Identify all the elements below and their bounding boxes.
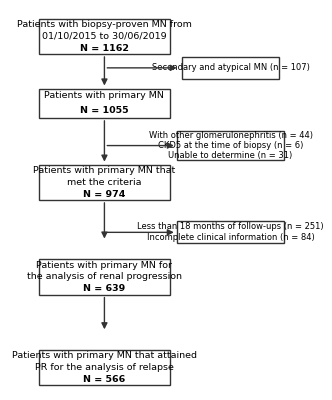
FancyBboxPatch shape (177, 131, 285, 160)
Text: Secondary and atypical MN (n = 107): Secondary and atypical MN (n = 107) (152, 63, 309, 72)
Text: the analysis of renal progression: the analysis of renal progression (27, 272, 182, 282)
Text: CKD5 at the time of biopsy (n = 6): CKD5 at the time of biopsy (n = 6) (158, 141, 303, 150)
FancyBboxPatch shape (39, 88, 170, 118)
Text: N = 1055: N = 1055 (80, 106, 129, 115)
Text: PR for the analysis of relapse: PR for the analysis of relapse (35, 363, 174, 372)
Text: Patients with biopsy-proven MN from: Patients with biopsy-proven MN from (17, 20, 192, 29)
Text: met the criteria: met the criteria (67, 178, 142, 187)
Text: 01/10/2015 to 30/06/2019: 01/10/2015 to 30/06/2019 (42, 32, 167, 41)
FancyBboxPatch shape (39, 350, 170, 385)
Text: Patients with primary MN that attained: Patients with primary MN that attained (12, 351, 197, 360)
Text: With other glomerulonephritis (n = 44): With other glomerulonephritis (n = 44) (148, 131, 312, 140)
Text: N = 1162: N = 1162 (80, 44, 129, 53)
Text: N = 566: N = 566 (83, 375, 125, 384)
FancyBboxPatch shape (39, 18, 170, 54)
Text: Patients with primary MN for: Patients with primary MN for (37, 260, 172, 270)
Text: Less than 18 months of follow-ups (n = 251): Less than 18 months of follow-ups (n = 2… (137, 222, 324, 232)
FancyBboxPatch shape (182, 57, 279, 79)
Text: N = 974: N = 974 (83, 190, 125, 198)
Text: Incomplete clinical information (n = 84): Incomplete clinical information (n = 84) (147, 233, 314, 242)
FancyBboxPatch shape (39, 259, 170, 295)
Text: N = 639: N = 639 (83, 284, 125, 293)
Text: Unable to determine (n = 31): Unable to determine (n = 31) (168, 151, 293, 160)
Text: Patients with primary MN: Patients with primary MN (44, 92, 164, 100)
Text: Patients with primary MN that: Patients with primary MN that (33, 166, 176, 175)
FancyBboxPatch shape (39, 164, 170, 200)
FancyBboxPatch shape (177, 222, 285, 243)
